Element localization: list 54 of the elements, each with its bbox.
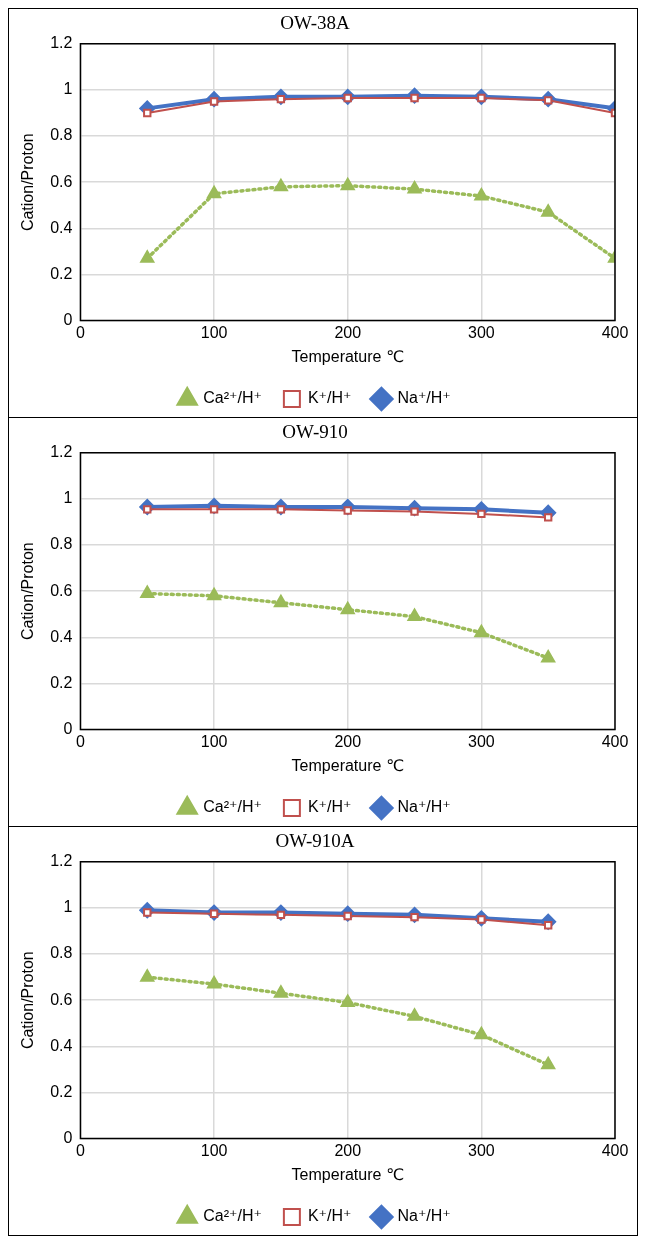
y-axis-title: Cation/Proton <box>19 542 37 641</box>
y-tick-label: 1 <box>63 489 73 507</box>
x-tick-label: 200 <box>334 732 362 750</box>
y-tick-label: 0.2 <box>50 673 73 691</box>
x-axis-title: Temperature ℃ <box>291 347 404 365</box>
chart-title: OW-910A <box>275 830 355 852</box>
x-tick-label: 0 <box>75 1141 85 1159</box>
x-tick-label: 100 <box>200 1141 228 1159</box>
x-tick-label: 300 <box>468 1141 495 1159</box>
x-tick-label: 400 <box>601 323 629 341</box>
legend-label: K⁺/H⁺ <box>307 389 352 407</box>
legend-label: Ca²⁺/H⁺ <box>203 389 262 407</box>
x-tick-label: 400 <box>601 1141 629 1159</box>
x-tick-label: 100 <box>200 323 228 341</box>
y-tick-label: 0 <box>63 1129 73 1147</box>
y-tick-label: 1.2 <box>50 443 73 461</box>
y-tick-label: 0.8 <box>50 126 73 144</box>
legend-label: Ca²⁺/H⁺ <box>203 1207 262 1225</box>
x-tick-label: 300 <box>468 732 495 750</box>
y-tick-label: 0.6 <box>50 990 73 1008</box>
legend-label: Na⁺/H⁺ <box>397 798 451 816</box>
y-tick-label: 0 <box>63 311 73 329</box>
x-axis-title: Temperature ℃ <box>291 756 404 774</box>
y-tick-label: 1.2 <box>50 34 73 52</box>
x-tick-label: 300 <box>468 323 495 341</box>
y-tick-label: 0.6 <box>50 172 73 190</box>
y-tick-label: 0.4 <box>50 1036 73 1054</box>
legend-label: K⁺/H⁺ <box>307 1207 352 1225</box>
y-tick-label: 0.6 <box>50 581 73 599</box>
legend-label: Na⁺/H⁺ <box>397 1207 451 1225</box>
chart-title: OW-38A <box>280 12 351 34</box>
y-tick-label: 0.2 <box>50 264 73 282</box>
chart-title: OW-910 <box>282 421 348 443</box>
y-tick-label: 1 <box>63 898 73 916</box>
y-tick-label: 0 <box>63 720 73 738</box>
x-axis-title: Temperature ℃ <box>291 1165 404 1183</box>
x-tick-label: 200 <box>334 323 362 341</box>
y-tick-label: 0.8 <box>50 944 73 962</box>
legend-label: Na⁺/H⁺ <box>397 389 451 407</box>
y-axis-title: Cation/Proton <box>19 951 37 1050</box>
x-tick-label: 400 <box>601 732 629 750</box>
x-tick-label: 100 <box>200 732 228 750</box>
y-tick-label: 0.8 <box>50 535 73 553</box>
y-tick-label: 0.2 <box>50 1082 73 1100</box>
y-tick-label: 1.2 <box>50 852 73 870</box>
x-tick-label: 200 <box>334 1141 362 1159</box>
legend-label: K⁺/H⁺ <box>307 798 352 816</box>
y-axis-title: Cation/Proton <box>19 133 37 232</box>
y-tick-label: 1 <box>63 80 73 98</box>
legend-label: Ca²⁺/H⁺ <box>203 798 262 816</box>
y-tick-label: 0.4 <box>50 218 73 236</box>
x-tick-label: 0 <box>75 323 85 341</box>
x-tick-label: 0 <box>75 732 85 750</box>
y-tick-label: 0.4 <box>50 627 73 645</box>
